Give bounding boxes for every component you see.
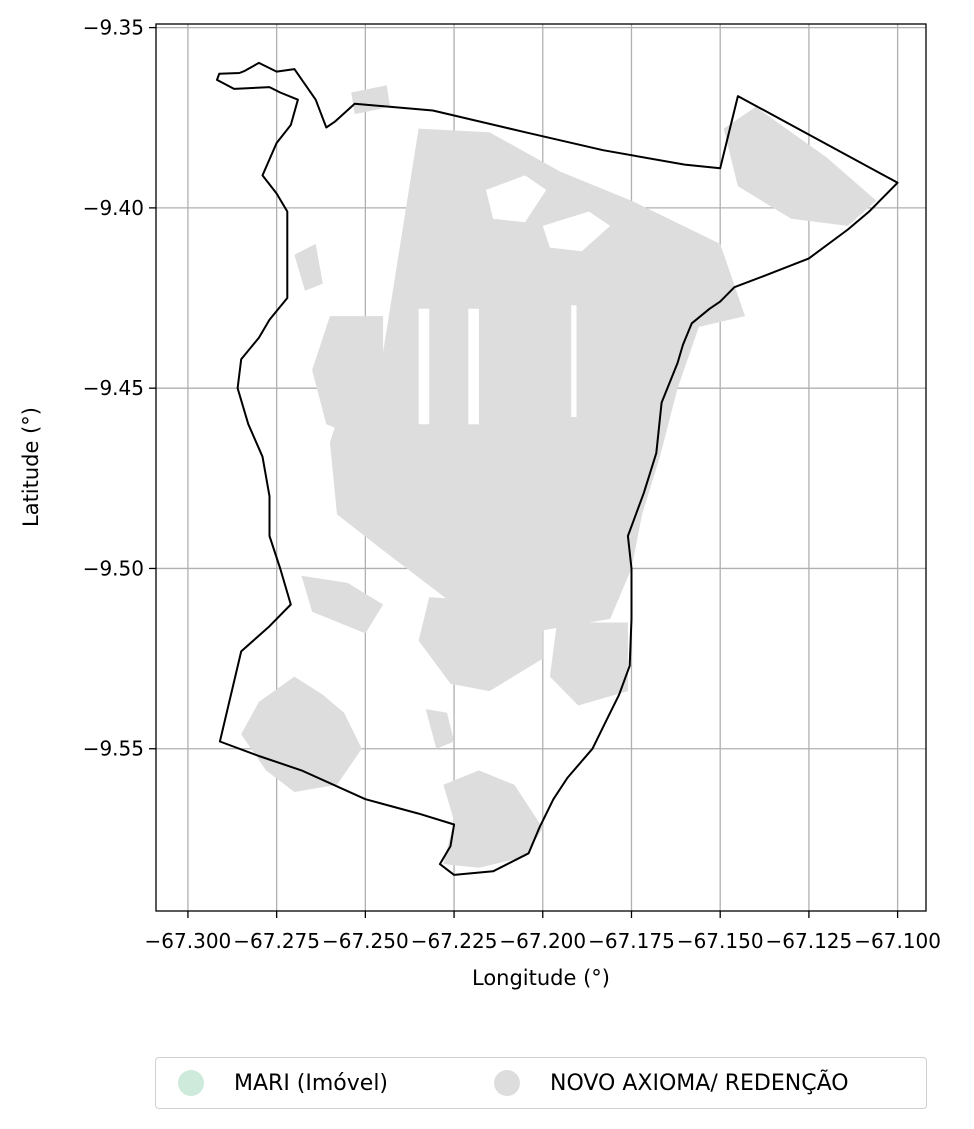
x-tick-label-2: −67.250: [322, 929, 409, 953]
cover-area-6: [549, 622, 628, 706]
y-tick-label-3: −9.50: [83, 556, 144, 580]
land-cover-areas: [241, 85, 877, 868]
cover-area-10: [351, 85, 391, 115]
legend-item-novo-axioma: NOVO AXIOMA/ REDENÇÃO: [494, 1058, 849, 1108]
boundary-line: [216, 61, 899, 876]
legend-item-mari: MARI (Imóvel): [178, 1058, 388, 1108]
x-axis-ticks: −67.300 −67.275 −67.250 −67.225 −67.200 −67.1…: [145, 911, 941, 953]
x-tick-label-3: −67.225: [411, 929, 498, 953]
y-axis-ticks: −9.35 −9.40 −9.45 −9.50 −9.55: [83, 16, 156, 761]
cover-area-3: [723, 106, 877, 226]
y-tick-label-4: −9.55: [83, 737, 144, 761]
x-tick-label-5: −67.175: [588, 929, 675, 953]
legend-label-mari: MARI (Imóvel): [234, 1070, 389, 1096]
clearing-4: [542, 211, 611, 252]
property-boundary: [216, 61, 899, 876]
y-axis-title: Latitude (°): [19, 407, 43, 527]
x-tick-label-1: −67.275: [233, 929, 320, 953]
cover-area-0: [329, 128, 745, 634]
y-tick-label-2: −9.45: [83, 376, 144, 400]
y-tick-label-1: −9.40: [83, 196, 144, 220]
x-tick-label-7: −67.125: [766, 929, 853, 953]
legend-dot-mari: [178, 1070, 204, 1096]
x-tick-label-4: −67.200: [499, 929, 586, 953]
x-tick-label-6: −67.150: [677, 929, 764, 953]
y-tick-label-0: −9.35: [83, 16, 144, 40]
x-tick-label-8: −67.100: [854, 929, 941, 953]
cover-area-1: [312, 316, 384, 432]
cover-area-8: [443, 770, 543, 868]
cover-area-5: [418, 597, 543, 692]
cover-area-4: [301, 575, 384, 634]
x-tick-label-0: −67.300: [145, 929, 232, 953]
plot-frame: [155, 23, 927, 912]
cover-area-9: [425, 709, 455, 749]
legend: MARI (Imóvel) NOVO AXIOMA/ REDENÇÃO: [155, 1057, 927, 1109]
clearing-3: [486, 175, 547, 223]
cover-area-7: [241, 676, 362, 792]
clearing-1: [418, 308, 430, 425]
clearing-0: [468, 308, 479, 425]
cover-area-2: [294, 243, 323, 291]
legend-label-novo-axioma: NOVO AXIOMA/ REDENÇÃO: [550, 1070, 849, 1096]
x-axis-title: Longitude (°): [472, 966, 610, 990]
clearing-2: [571, 305, 577, 417]
legend-dot-novo-axioma: [494, 1070, 520, 1096]
